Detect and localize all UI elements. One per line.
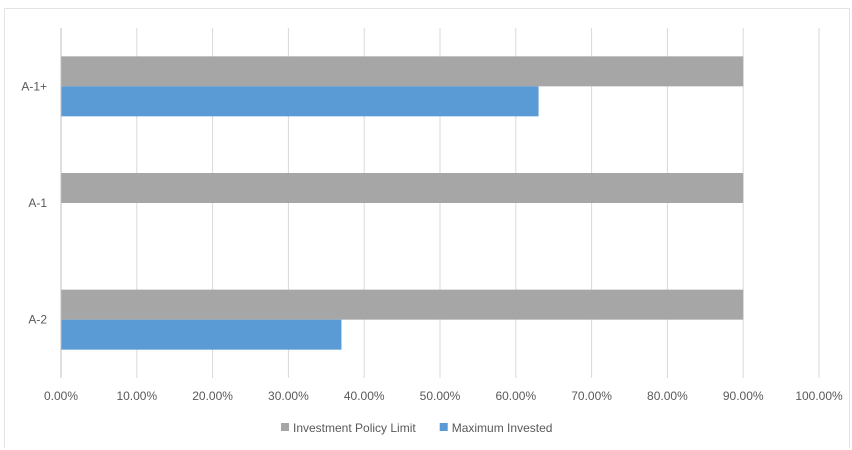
bar-investment-policy-limit-a2 <box>61 289 744 320</box>
legend-label-1: Maximum Invested <box>452 421 553 435</box>
category-label-2: A-2 <box>28 313 47 327</box>
x-tick-label-3: 30.00% <box>268 389 309 403</box>
bar-maximum-invested-a2 <box>61 319 342 350</box>
x-tick-label-4: 40.00% <box>344 389 385 403</box>
x-tick-label-2: 20.00% <box>192 389 233 403</box>
legend: Investment Policy Limit Maximum Invested <box>281 421 552 435</box>
bars <box>61 56 744 350</box>
bar-investment-policy-limit-a1 <box>61 56 744 87</box>
x-tick-label-1: 10.00% <box>116 389 157 403</box>
legend-label-0: Investment Policy Limit <box>293 421 416 435</box>
x-tick-label-5: 50.00% <box>420 389 461 403</box>
category-label-0: A-1+ <box>21 79 47 93</box>
bar-maximum-invested-a1 <box>61 86 539 117</box>
x-tick-label-10: 100.00% <box>795 389 843 403</box>
x-tick-label-9: 90.00% <box>723 389 764 403</box>
category-labels: A-1+ A-1 A-2 <box>21 79 47 326</box>
x-tick-label-6: 60.00% <box>495 389 536 403</box>
x-tick-label-8: 80.00% <box>647 389 688 403</box>
x-tick-label-7: 70.00% <box>571 389 612 403</box>
x-tick-labels: 0.00% 10.00% 20.00% 30.00% 40.00% 50.00% 60.00… <box>44 389 843 403</box>
legend-swatch-1 <box>439 423 448 431</box>
bar-investment-policy-limit-a1 <box>61 173 744 203</box>
legend-swatch-0 <box>281 423 289 431</box>
x-tick-label-0: 0.00% <box>44 389 78 403</box>
category-label-1: A-1 <box>28 196 47 210</box>
